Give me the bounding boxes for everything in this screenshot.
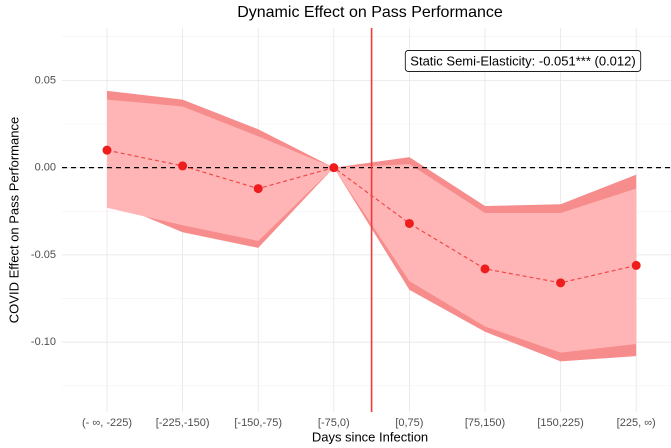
x-tick-label: [-225,-150)	[156, 417, 210, 429]
x-tick-label: [0,75)	[395, 417, 423, 429]
x-tick-label: [150,225)	[537, 417, 583, 429]
point	[404, 218, 414, 228]
annotation-box	[404, 50, 642, 72]
point	[102, 145, 112, 155]
x-tick-label: [-150,-75)	[234, 417, 282, 429]
confidence-band	[107, 99, 637, 353]
x-tick-label: [75,150)	[465, 417, 505, 429]
point	[480, 264, 490, 274]
annotation: Static Semi-Elasticity: -0.051*** (0.012…	[410, 53, 635, 68]
point	[631, 260, 641, 270]
x-tick-label: [-75,0)	[318, 417, 350, 429]
x-axis-title: Days since Infection	[312, 429, 428, 444]
chart-title: Dynamic Effect on Pass Performance	[237, 4, 503, 21]
x-tick-label: [225, ∞)	[617, 417, 656, 429]
y-tick-label: 0.00	[35, 162, 56, 174]
y-axis-title: COVID Effect on Pass Performance	[6, 117, 21, 323]
point	[178, 161, 188, 171]
y-tick-label: -0.10	[31, 336, 56, 348]
y-tick-label: -0.05	[31, 249, 56, 261]
x-tick-label: (- ∞, -225)	[82, 417, 132, 429]
point	[329, 163, 339, 173]
point	[253, 184, 263, 194]
point	[556, 278, 566, 288]
estimate-line	[106, 149, 637, 284]
y-tick-label: 0.05	[35, 74, 56, 86]
